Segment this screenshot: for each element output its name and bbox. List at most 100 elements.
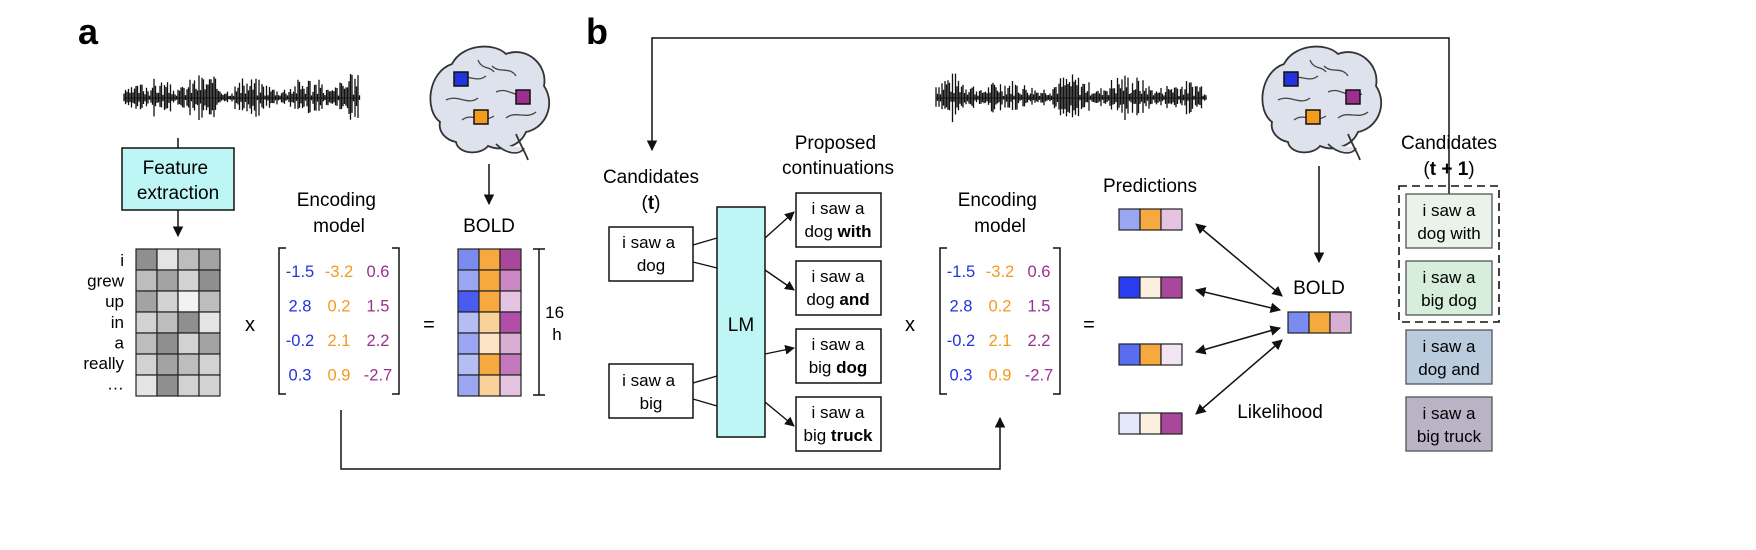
- feature-matrix: [135, 248, 221, 397]
- lm-label: LM: [728, 315, 754, 336]
- next-candidate-line: big dog: [1421, 291, 1477, 310]
- weight-value: 0.9: [328, 367, 351, 385]
- word-2: up: [105, 292, 124, 311]
- duration-value: 16: [545, 303, 564, 322]
- bold-cell: [457, 269, 480, 292]
- candidates-next-label-1: Candidates: [1401, 133, 1497, 154]
- weight-value: 0.2: [989, 298, 1012, 316]
- continuation-line2: dog and: [806, 290, 869, 309]
- feature-cell: [177, 248, 200, 271]
- weight-value: 0.2: [328, 298, 351, 316]
- feature-cell: [198, 248, 221, 271]
- feature-cell: [135, 353, 158, 376]
- feature-cell: [156, 332, 179, 355]
- word-list: igrewupinareally…: [83, 251, 124, 394]
- matrix-bracket-right-a: [392, 247, 400, 395]
- weight-value: -3.2: [325, 263, 353, 281]
- word-6: …: [107, 375, 124, 394]
- brain-roi-blue: [453, 71, 469, 87]
- feature-cell: [156, 248, 179, 271]
- prediction-cell: [1118, 343, 1141, 366]
- feedback-loop-arrow: [646, 37, 1450, 196]
- svg-text:16 h: 16 h: [545, 303, 569, 344]
- weight-value: 2.8: [289, 298, 312, 316]
- candidate-2-line2: big: [640, 394, 663, 413]
- likelihood-label: Likelihood: [1237, 402, 1323, 423]
- connector-encoding-model: [340, 410, 1006, 470]
- weight-value: 2.1: [989, 332, 1012, 350]
- feature-cell: [156, 311, 179, 334]
- bold-cell: [457, 374, 480, 397]
- feature-cell: [198, 290, 221, 313]
- prediction-cell: [1118, 412, 1141, 435]
- svg-text:Candidates: Candidates: [1401, 133, 1497, 154]
- bold-label-a: BOLD: [463, 216, 515, 237]
- weight-value: 1.5: [1028, 298, 1051, 316]
- svg-text:(t + 1): (t + 1): [1423, 159, 1474, 180]
- matrix-bracket-right-b: [1053, 247, 1061, 395]
- continuation-line1: i saw a: [812, 267, 865, 286]
- svg-text:Encoding model: Encoding model: [297, 190, 382, 237]
- weight-value: 2.2: [367, 332, 390, 350]
- next-candidate-line: big truck: [1417, 427, 1482, 446]
- bold-cell: [499, 290, 522, 313]
- feature-cell: [156, 353, 179, 376]
- bold-cell: [478, 248, 501, 271]
- bold-label-b: BOLD: [1293, 278, 1345, 299]
- feature-cell: [177, 269, 200, 292]
- continuation-line2: dog with: [804, 222, 871, 241]
- feature-cell: [135, 290, 158, 313]
- encoding-model-label-a-2: model: [313, 216, 365, 237]
- candidates-t-label-1: Candidates: [603, 167, 699, 188]
- bold-cell: [457, 332, 480, 355]
- prediction-cell: [1160, 276, 1183, 299]
- weight-value: 2.8: [950, 298, 973, 316]
- times-symbol-b: x: [905, 314, 915, 336]
- continuation-box: [795, 396, 882, 452]
- bold-observed-row: [1287, 311, 1352, 334]
- prediction-cell: [1160, 343, 1183, 366]
- bold-cell: [478, 290, 501, 313]
- bold-cell: [457, 311, 480, 334]
- weight-value: 0.3: [950, 367, 973, 385]
- candidates-t-symbol: t: [648, 193, 655, 214]
- encoding-model-label-b-2: model: [974, 216, 1026, 237]
- feature-extraction-label-1: Feature: [143, 158, 208, 179]
- candidates-next-symbol: t + 1: [1430, 159, 1469, 180]
- feature-cell: [135, 248, 158, 271]
- bold-cell: [499, 269, 522, 292]
- encoding-model-label-a-1: Encoding: [297, 190, 376, 211]
- continuation-line2: big truck: [804, 426, 874, 445]
- svg-text:Feature extraction: Feature extraction: [137, 158, 219, 204]
- brain-icon: [429, 45, 551, 161]
- feature-cell: [198, 353, 221, 376]
- weight-value: -1.5: [286, 263, 314, 281]
- bold-cell: [478, 374, 501, 397]
- continuation-line1: i saw a: [812, 403, 865, 422]
- svg-text:Proposed continuations: Proposed continuations: [782, 133, 894, 179]
- next-candidate-line: dog and: [1418, 360, 1479, 379]
- bold-cell: [457, 353, 480, 376]
- feature-extraction-box: [121, 147, 235, 211]
- candidate-box-1: [608, 226, 694, 282]
- matrix-bracket-left-a: [278, 247, 286, 395]
- prediction-cell: [1118, 208, 1141, 231]
- weight-value: -3.2: [986, 263, 1014, 281]
- feature-extraction-label-2: extraction: [137, 183, 219, 204]
- bold-cell: [499, 248, 522, 271]
- waveform-icon: [123, 74, 361, 120]
- prediction-cell: [1139, 276, 1162, 299]
- candidate-to-lm-lines: [692, 237, 718, 407]
- weight-value: -1.5: [947, 263, 975, 281]
- brain-roi-orange: [473, 109, 489, 125]
- feature-cell: [135, 269, 158, 292]
- bold-cell: [478, 311, 501, 334]
- proposed-label-2: continuations: [782, 158, 894, 179]
- feature-cell: [156, 290, 179, 313]
- next-candidate-box: [1405, 260, 1493, 316]
- prediction-cell: [1139, 208, 1162, 231]
- feature-cell: [198, 311, 221, 334]
- next-candidate-box: [1405, 329, 1493, 385]
- continuation-list: i saw a dog with i saw a dog and i saw a big …: [764, 192, 882, 452]
